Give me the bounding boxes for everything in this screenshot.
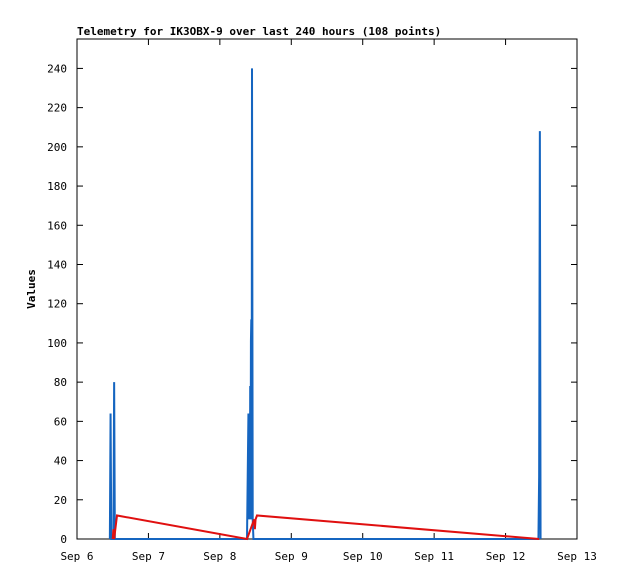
series-line bbox=[108, 68, 542, 540]
x-tick-label: Sep 7 bbox=[132, 550, 165, 563]
x-tick-label: Sep 11 bbox=[414, 550, 454, 563]
y-tick-label: 200 bbox=[47, 141, 67, 154]
y-tick-label: 100 bbox=[47, 337, 67, 350]
y-tick-label: 120 bbox=[47, 298, 67, 311]
x-tick-label: Sep 12 bbox=[486, 550, 526, 563]
y-tick-label: 60 bbox=[54, 415, 67, 428]
y-tick-label: 180 bbox=[47, 180, 67, 193]
x-tick-label: Sep 10 bbox=[343, 550, 383, 563]
y-tick-label: 80 bbox=[54, 376, 67, 389]
x-tick-label: Sep 6 bbox=[60, 550, 93, 563]
x-tick-label: Sep 9 bbox=[275, 550, 308, 563]
y-tick-label: 40 bbox=[54, 455, 67, 468]
y-tick-label: 240 bbox=[47, 62, 67, 75]
y-tick-label: 20 bbox=[54, 494, 67, 507]
x-tick-label: Sep 13 bbox=[557, 550, 597, 563]
x-tick-label: Sep 8 bbox=[203, 550, 236, 563]
y-tick-label: 160 bbox=[47, 219, 67, 232]
y-tick-label: 140 bbox=[47, 258, 67, 271]
series-line bbox=[111, 514, 540, 541]
chart-title: Telemetry for IK3OBX-9 over last 240 hou… bbox=[77, 25, 441, 38]
y-tick-label: 0 bbox=[60, 533, 67, 546]
y-tick-label: 220 bbox=[47, 102, 67, 115]
y-axis-label: Values bbox=[25, 269, 38, 309]
